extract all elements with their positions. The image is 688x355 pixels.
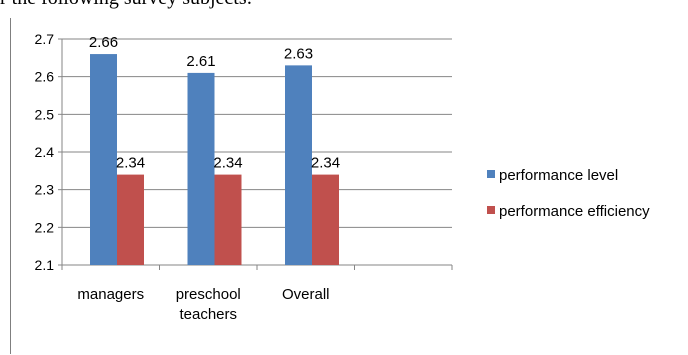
data-label: 2.63 xyxy=(284,45,313,62)
y-tick-label: 2.5 xyxy=(35,106,55,122)
x-tick-label: Overall xyxy=(282,286,330,303)
data-label: 2.61 xyxy=(186,53,215,70)
y-tick-label: 2.6 xyxy=(35,69,55,85)
bar xyxy=(285,65,312,265)
bar xyxy=(187,72,215,266)
chart-frame xyxy=(10,18,687,354)
legend-swatch xyxy=(487,170,495,178)
bar xyxy=(117,174,144,265)
x-tick-label: preschool xyxy=(176,286,241,303)
legend-swatch xyxy=(487,206,495,214)
legend-entry: performance level xyxy=(499,167,618,184)
caption-text: r the following survey subjects: xyxy=(0,0,688,10)
x-tick-label: managers xyxy=(77,286,144,303)
bar xyxy=(214,174,242,265)
y-tick-label: 2.3 xyxy=(35,182,55,198)
data-label: 2.34 xyxy=(213,155,242,172)
y-tick-label: 2.4 xyxy=(35,144,55,160)
x-tick-label: teachers xyxy=(179,306,237,323)
data-label: 2.66 xyxy=(89,34,118,51)
bar xyxy=(90,54,117,265)
y-tick-label: 2.2 xyxy=(35,219,55,235)
bar xyxy=(312,174,339,265)
data-label: 2.34 xyxy=(311,155,340,172)
y-tick-label: 2.1 xyxy=(35,257,55,273)
legend-entry: performance efficiency xyxy=(499,203,650,220)
y-tick-label: 2.7 xyxy=(35,31,55,47)
data-label: 2.34 xyxy=(116,155,145,172)
